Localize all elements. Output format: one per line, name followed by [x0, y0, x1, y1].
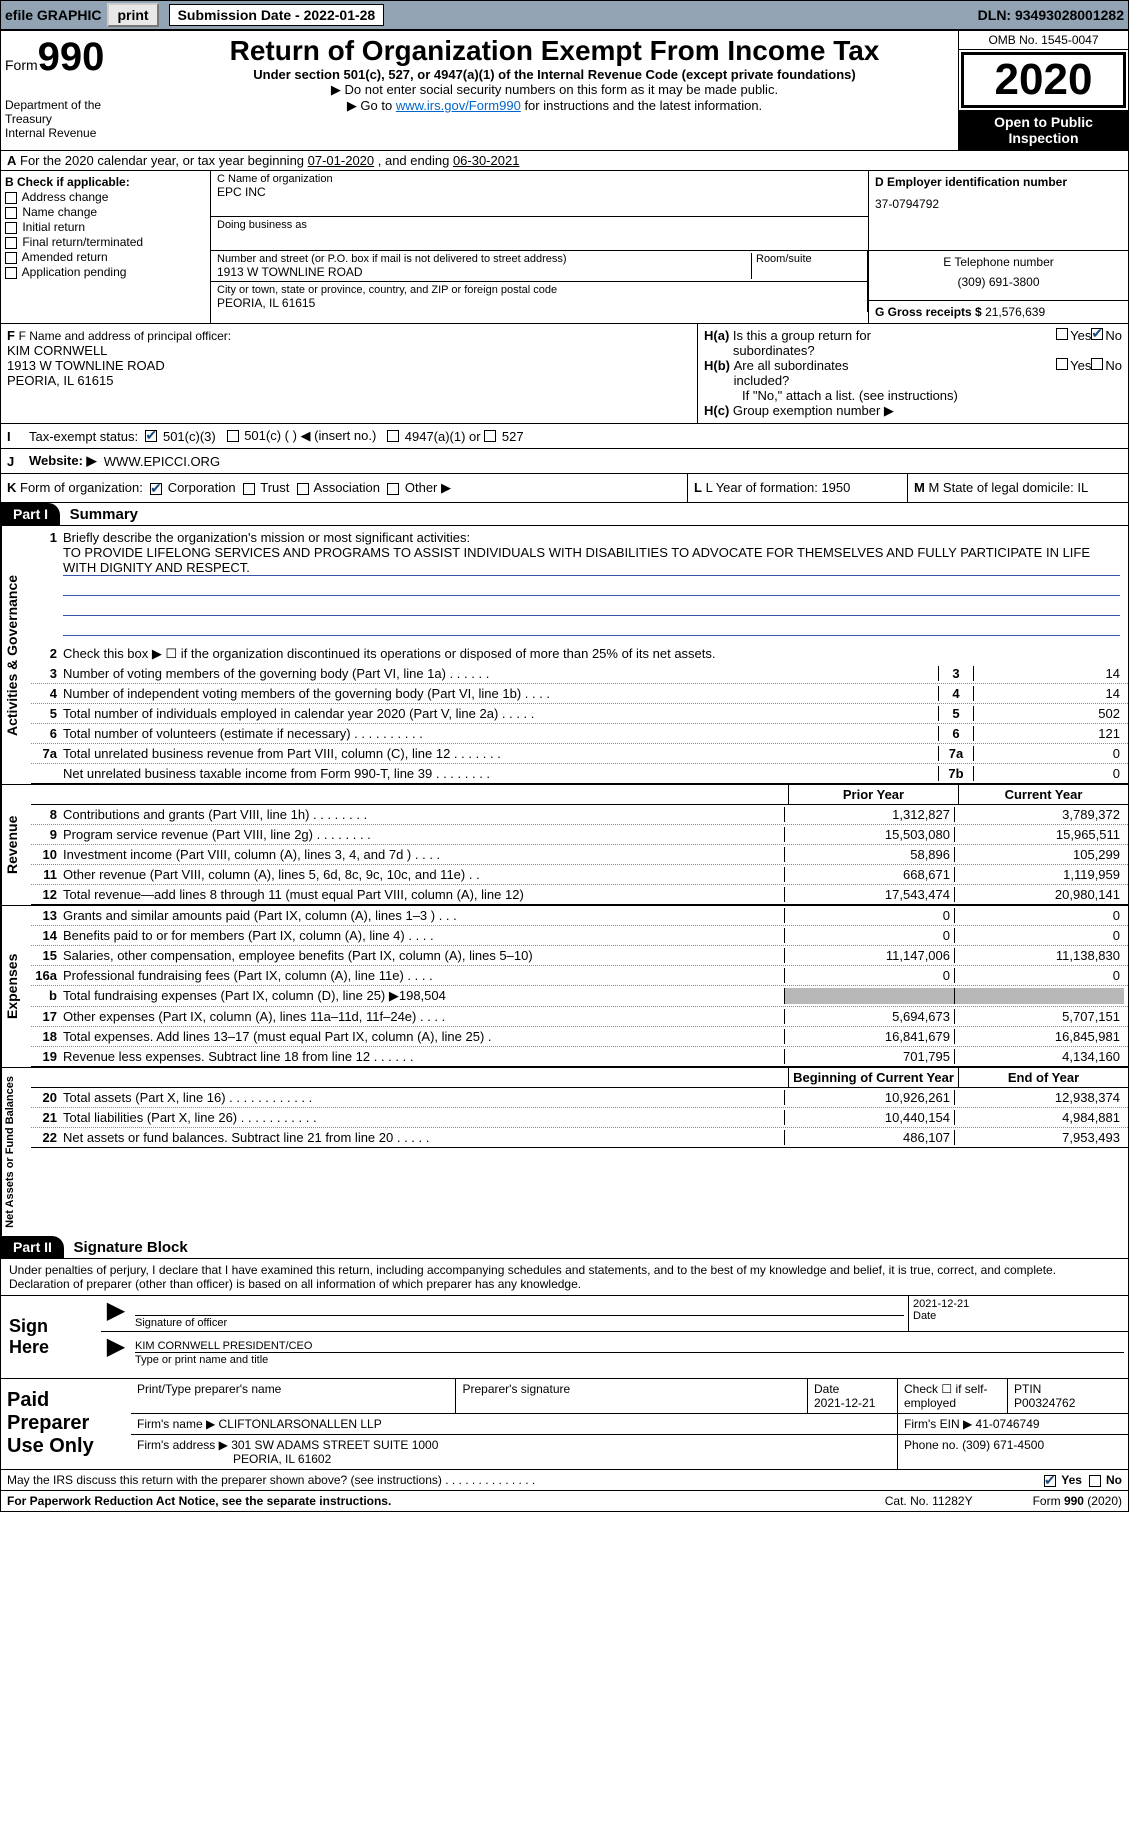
- line-row: 16a Professional fundraising fees (Part …: [31, 966, 1128, 986]
- section-f-h: F F Name and address of principal office…: [1, 324, 1128, 424]
- line-row: 15 Salaries, other compensation, employe…: [31, 946, 1128, 966]
- line-row: 12 Total revenue—add lines 8 through 11 …: [31, 885, 1128, 905]
- checkbox-501c3[interactable]: [145, 430, 157, 442]
- governance-section: Activities & Governance 1Briefly describ…: [1, 526, 1128, 784]
- checkbox-initial-return[interactable]: [5, 222, 17, 234]
- line-row: 9 Program service revenue (Part VIII, li…: [31, 825, 1128, 845]
- line-3: 3 Number of voting members of the govern…: [31, 664, 1128, 684]
- irs-form990-link[interactable]: www.irs.gov/Form990: [396, 98, 521, 113]
- line-row: b Total fundraising expenses (Part IX, c…: [31, 986, 1128, 1007]
- line-row: 11 Other revenue (Part VIII, column (A),…: [31, 865, 1128, 885]
- org-name: EPC INC: [217, 185, 862, 199]
- sign-here-block: Sign Here ▶ Signature of officer 2021-12…: [1, 1296, 1128, 1379]
- tax-year-row: A For the 2020 calendar year, or tax yea…: [1, 151, 1128, 171]
- arrow-icon: ▶: [101, 1332, 131, 1368]
- line-row: 20 Total assets (Part X, line 16) . . . …: [31, 1088, 1128, 1108]
- box-d-e-g: D Employer identification number 37-0794…: [868, 171, 1128, 323]
- footer-row: For Paperwork Reduction Act Notice, see …: [1, 1491, 1128, 1511]
- line-row: 19 Revenue less expenses. Subtract line …: [31, 1047, 1128, 1067]
- revenue-section: Revenue Prior Year Current Year 8 Contri…: [1, 784, 1128, 905]
- firm-name: CLIFTONLARSONALLEN LLP: [219, 1417, 382, 1431]
- line-row: 14 Benefits paid to or for members (Part…: [31, 926, 1128, 946]
- checkbox-assoc[interactable]: [297, 483, 309, 495]
- section-b-through-g: B Check if applicable: Address change Na…: [1, 171, 1128, 324]
- arrow-icon: ▶: [101, 1296, 131, 1331]
- submission-date-box: Submission Date - 2022-01-28: [169, 4, 385, 26]
- checkbox-irs-yes[interactable]: [1044, 1475, 1056, 1487]
- paid-preparer-block: Paid Preparer Use Only Print/Type prepar…: [1, 1379, 1128, 1470]
- box-c: C Name of organization EPC INC Doing bus…: [211, 171, 868, 323]
- line-row: 22 Net assets or fund balances. Subtract…: [31, 1128, 1128, 1148]
- ein-value: 37-0794792: [875, 197, 1122, 211]
- checkbox-irs-no[interactable]: [1089, 1475, 1101, 1487]
- officer-name: KIM CORNWELL PRESIDENT/CEO: [135, 1340, 1124, 1352]
- line-6: 6 Total number of volunteers (estimate i…: [31, 724, 1128, 744]
- may-irs-row: May the IRS discuss this return with the…: [1, 1470, 1128, 1491]
- checkbox-app-pending[interactable]: [5, 267, 17, 279]
- row-i: I Tax-exempt status: 501(c)(3) 501(c) ( …: [1, 424, 1128, 449]
- mission-text: TO PROVIDE LIFELONG SERVICES AND PROGRAM…: [63, 545, 1120, 576]
- checkbox-address-change[interactable]: [5, 192, 17, 204]
- line-row: 13 Grants and similar amounts paid (Part…: [31, 906, 1128, 926]
- checkbox-name-change[interactable]: [5, 207, 17, 219]
- header-left: Form990 Department of the Treasury Inter…: [1, 31, 151, 150]
- checkbox-4947[interactable]: [387, 430, 399, 442]
- dln-label: DLN: 93493028001282: [978, 7, 1124, 23]
- line-4: 4 Number of independent voting members o…: [31, 684, 1128, 704]
- line-row: 17 Other expenses (Part IX, column (A), …: [31, 1007, 1128, 1027]
- line-7b: Net unrelated business taxable income fr…: [31, 764, 1128, 784]
- checkbox-hb-no[interactable]: [1091, 358, 1103, 370]
- checkbox-527[interactable]: [484, 430, 496, 442]
- line-row: 18 Total expenses. Add lines 13–17 (must…: [31, 1027, 1128, 1047]
- telephone: (309) 691-3800: [875, 275, 1122, 289]
- checkbox-other[interactable]: [387, 483, 399, 495]
- box-h: H(a) Is this a group return forsubordina…: [698, 324, 1128, 423]
- line-row: 21 Total liabilities (Part X, line 26) .…: [31, 1108, 1128, 1128]
- website-url: WWW.EPICCI.ORG: [104, 454, 220, 469]
- row-j: J Website: ▶ WWW.EPICCI.ORG: [1, 449, 1128, 474]
- gross-receipts: 21,576,639: [985, 305, 1045, 319]
- efile-label: efile GRAPHIC: [5, 7, 101, 23]
- ptin-value: P00324762: [1014, 1396, 1075, 1410]
- org-street: 1913 W TOWNLINE ROAD: [217, 265, 751, 279]
- checkbox-ha-yes[interactable]: [1056, 328, 1068, 340]
- efile-topbar: efile GRAPHIC print Submission Date - 20…: [0, 0, 1129, 30]
- line-row: 10 Investment income (Part VIII, column …: [31, 845, 1128, 865]
- signature-date: 2021-12-21: [913, 1298, 1124, 1310]
- line-row: 8 Contributions and grants (Part VIII, l…: [31, 805, 1128, 825]
- checkbox-trust[interactable]: [243, 483, 255, 495]
- header-right: OMB No. 1545-0047 2020 Open to PublicIns…: [958, 31, 1128, 150]
- form-990: Form990 Department of the Treasury Inter…: [0, 30, 1129, 1512]
- line-5: 5 Total number of individuals employed i…: [31, 704, 1128, 724]
- header-title: Return of Organization Exempt From Incom…: [151, 31, 958, 150]
- net-assets-section: Net Assets or Fund Balances Beginning of…: [1, 1067, 1128, 1236]
- checkbox-amended[interactable]: [5, 252, 17, 264]
- box-b: B Check if applicable: Address change Na…: [1, 171, 211, 323]
- row-k-l-m: K Form of organization: Corporation Trus…: [1, 474, 1128, 503]
- print-button[interactable]: print: [107, 3, 158, 27]
- part-1-header: Part I Summary: [1, 503, 1128, 526]
- checkbox-final-return[interactable]: [5, 237, 17, 249]
- checkbox-ha-no[interactable]: [1091, 328, 1103, 340]
- form-header: Form990 Department of the Treasury Inter…: [1, 31, 1128, 151]
- expenses-section: Expenses 13 Grants and similar amounts p…: [1, 905, 1128, 1067]
- checkbox-501c[interactable]: [227, 430, 239, 442]
- perjury-declaration: Under penalties of perjury, I declare th…: [1, 1259, 1128, 1296]
- org-city: PEORIA, IL 61615: [217, 296, 861, 310]
- checkbox-corp[interactable]: [150, 483, 162, 495]
- checkbox-hb-yes[interactable]: [1056, 358, 1068, 370]
- box-f: F F Name and address of principal office…: [1, 324, 698, 423]
- line-7a: 7a Total unrelated business revenue from…: [31, 744, 1128, 764]
- part-2-header: Part II Signature Block: [1, 1236, 1128, 1259]
